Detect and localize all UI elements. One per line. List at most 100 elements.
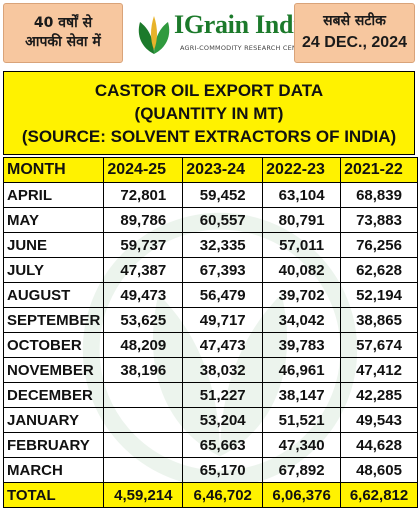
table-row: NOVEMBER 38,196 38,032 46,961 47,412 — [2, 357, 418, 383]
value-cell: 59,737 — [103, 232, 184, 258]
report-title: CASTOR OIL EXPORT DATA (QUANTITY IN MT) … — [3, 71, 415, 155]
month-cell: JANUARY — [2, 407, 105, 433]
value-cell: 63,104 — [262, 182, 342, 208]
value-cell: 65,170 — [182, 457, 264, 483]
table-row: OCTOBER 48,209 47,473 39,783 57,674 — [2, 332, 418, 358]
service-years-badge: 40 वर्षों से आपकी सेवा में — [3, 3, 123, 63]
month-cell: NOVEMBER — [2, 357, 105, 383]
value-cell: 67,892 — [262, 457, 342, 483]
title-line-3: (SOURCE: SOLVENT EXTRACTORS OF INDIA) — [21, 126, 397, 146]
value-cell — [103, 382, 184, 408]
value-cell: 38,865 — [340, 307, 418, 333]
value-cell: 42,285 — [340, 382, 418, 408]
value-cell: 67,393 — [182, 257, 264, 283]
value-cell — [103, 407, 184, 433]
column-header-2023-24: 2023-24 — [182, 157, 264, 183]
total-value: 6,46,702 — [182, 482, 264, 508]
month-cell: SEPTEMBER — [2, 307, 105, 333]
month-cell: AUGUST — [2, 282, 105, 308]
table-row: MARCH 65,170 67,892 48,605 — [2, 457, 418, 483]
value-cell: 32,335 — [182, 232, 264, 258]
value-cell — [103, 432, 184, 458]
value-cell: 56,479 — [182, 282, 264, 308]
value-cell: 39,783 — [262, 332, 342, 358]
column-header-month: MONTH — [2, 157, 105, 183]
value-cell: 48,209 — [103, 332, 184, 358]
value-cell: 51,521 — [262, 407, 342, 433]
table-row: DECEMBER 51,227 38,147 42,285 — [2, 382, 418, 408]
brand-tagline: AGRI-COMMODITY RESEARCH CENTRE — [180, 44, 311, 52]
column-header-2021-22: 2021-22 — [340, 157, 418, 183]
value-cell: 89,786 — [103, 207, 184, 233]
month-cell: DECEMBER — [2, 382, 105, 408]
value-cell: 53,204 — [182, 407, 264, 433]
table-header-row: MONTH 2024-25 2023-24 2022-23 2021-22 — [2, 157, 418, 183]
report-date: 24 DEC., 2024 — [302, 34, 407, 51]
value-cell: 72,801 — [103, 182, 184, 208]
value-cell: 73,883 — [340, 207, 418, 233]
value-cell: 65,663 — [182, 432, 264, 458]
value-cell: 47,412 — [340, 357, 418, 383]
table-row: JULY 47,387 67,393 40,082 62,628 — [2, 257, 418, 283]
export-data-table: MONTH 2024-25 2023-24 2022-23 2021-22 AP… — [2, 157, 418, 508]
value-cell: 53,625 — [103, 307, 184, 333]
value-cell: 49,717 — [182, 307, 264, 333]
value-cell: 62,628 — [340, 257, 418, 283]
month-cell: JULY — [2, 257, 105, 283]
title-line-2: (QUANTITY IN MT) — [134, 103, 284, 123]
total-value: 6,06,376 — [262, 482, 342, 508]
total-label: TOTAL — [2, 482, 105, 508]
value-cell: 47,340 — [262, 432, 342, 458]
table-row: SEPTEMBER 53,625 49,717 34,042 38,865 — [2, 307, 418, 333]
brand-name: IGrain India — [174, 10, 313, 39]
value-cell: 39,702 — [262, 282, 342, 308]
month-cell: MARCH — [2, 457, 105, 483]
value-cell: 59,452 — [182, 182, 264, 208]
table-row: APRIL 72,801 59,452 63,104 68,839 — [2, 182, 418, 208]
value-cell: 76,256 — [340, 232, 418, 258]
value-cell: 57,011 — [262, 232, 342, 258]
date-badge: सबसे सटीक 24 DEC., 2024 — [294, 3, 415, 63]
value-cell: 51,227 — [182, 382, 264, 408]
table-row: AUGUST 49,473 56,479 39,702 52,194 — [2, 282, 418, 308]
total-value: 6,62,812 — [340, 482, 418, 508]
value-cell: 80,791 — [262, 207, 342, 233]
value-cell: 52,194 — [340, 282, 418, 308]
value-cell: 57,674 — [340, 332, 418, 358]
total-value: 4,59,214 — [103, 482, 184, 508]
value-cell: 38,032 — [182, 357, 264, 383]
value-cell: 38,196 — [103, 357, 184, 383]
column-header-2022-23: 2022-23 — [262, 157, 342, 183]
value-cell: 47,387 — [103, 257, 184, 283]
value-cell: 34,042 — [262, 307, 342, 333]
value-cell: 47,473 — [182, 332, 264, 358]
table-row: FEBRUARY 65,663 47,340 44,628 — [2, 432, 418, 458]
header: 40 वर्षों से आपकी सेवा में IGrain India … — [0, 0, 418, 68]
month-cell: APRIL — [2, 182, 105, 208]
column-header-2024-25: 2024-25 — [103, 157, 184, 183]
table-body: APRIL 72,801 59,452 63,104 68,839 MAY 89,786 60… — [2, 182, 418, 508]
value-cell: 49,543 — [340, 407, 418, 433]
table-row: MAY 89,786 60,557 80,791 73,883 — [2, 207, 418, 233]
value-cell: 44,628 — [340, 432, 418, 458]
month-cell: FEBRUARY — [2, 432, 105, 458]
value-cell: 38,147 — [262, 382, 342, 408]
table-row: JANUARY 53,204 51,521 49,543 — [2, 407, 418, 433]
value-cell: 48,605 — [340, 457, 418, 483]
value-cell: 46,961 — [262, 357, 342, 383]
value-cell: 60,557 — [182, 207, 264, 233]
total-row: TOTAL 4,59,214 6,46,702 6,06,376 6,62,812 — [2, 482, 418, 508]
value-cell — [103, 457, 184, 483]
month-cell: OCTOBER — [2, 332, 105, 358]
month-cell: JUNE — [2, 232, 105, 258]
month-cell: MAY — [2, 207, 105, 233]
grain-logo-icon — [138, 16, 170, 54]
title-line-1: CASTOR OIL EXPORT DATA — [94, 80, 324, 100]
service-years-line2: आपकी सेवा में — [25, 34, 101, 50]
service-years-line1: 40 वर्षों से — [33, 15, 93, 31]
accuracy-label: सबसे सटीक — [323, 13, 386, 29]
value-cell: 49,473 — [103, 282, 184, 308]
table-row: JUNE 59,737 32,335 57,011 76,256 — [2, 232, 418, 258]
value-cell: 68,839 — [340, 182, 418, 208]
